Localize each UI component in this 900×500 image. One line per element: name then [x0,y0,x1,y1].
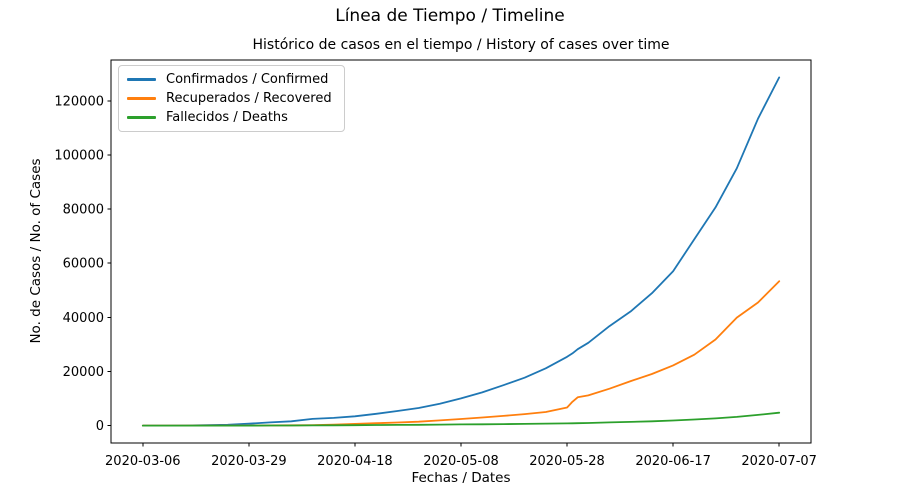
y-tick-label: 100000 [54,148,104,163]
x-tick-label: 2020-06-17 [635,454,711,469]
x-axis-label: Fechas / Dates [411,470,511,486]
legend-label-deaths: Fallecidos / Deaths [166,110,288,125]
legend-label-recovered: Recuperados / Recovered [166,91,332,106]
y-tick-label: 20000 [63,365,104,380]
y-tick-label: 80000 [63,203,104,218]
legend-line-sample-confirmed [127,78,156,81]
x-tick-label: 2020-05-08 [423,454,499,469]
y-tick-label: 60000 [63,257,104,272]
x-tick-label: 2020-03-29 [211,454,287,469]
y-tick-label: 40000 [63,311,104,326]
x-tick-label: 2020-04-18 [317,454,393,469]
legend-item-recovered: Recuperados / Recovered [127,89,336,108]
legend-item-confirmed: Confirmados / Confirmed [127,70,336,89]
legend-line-sample-deaths [127,116,156,119]
legend: Confirmados / Confirmed Recuperados / Re… [118,65,345,132]
axes-title: Histórico de casos en el tiempo / Histor… [252,37,670,53]
series-line-fallecidos [141,411,781,427]
figure-title: Línea de Tiempo / Timeline [335,6,565,26]
legend-label-confirmed: Confirmados / Confirmed [166,72,329,87]
series-line-confirmados [141,76,781,427]
y-axis-label: No. de Casos / No. of Cases [28,158,44,344]
legend-line-sample-recovered [127,97,156,100]
legend-item-deaths: Fallecidos / Deaths [127,108,336,127]
y-tick-label: 0 [96,419,104,434]
x-tick-label: 2020-07-07 [741,454,817,469]
x-tick-label: 2020-03-06 [105,454,181,469]
x-tick-label: 2020-05-28 [529,454,605,469]
y-tick-label: 120000 [54,94,104,109]
series-line-recuperados [141,280,781,427]
